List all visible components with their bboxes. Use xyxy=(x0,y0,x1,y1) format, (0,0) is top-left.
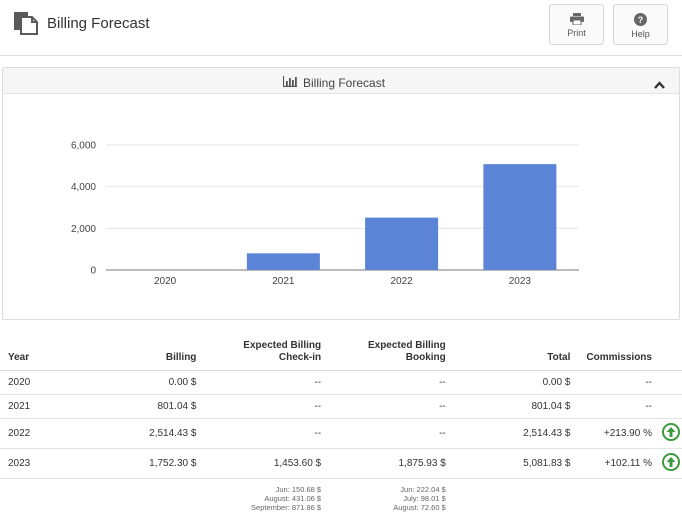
cell-commissions: +213.90 % xyxy=(578,418,660,449)
help-circle-icon: ? xyxy=(614,13,667,28)
cell-commissions: +102.11 % xyxy=(578,448,660,479)
bar-2022[interactable] xyxy=(365,217,439,270)
cell-year: 2020 xyxy=(0,370,70,395)
monthly-detail-row: Jun: 150.68 $ August: 431.06 $ September… xyxy=(0,478,682,512)
cell-year: 2022 xyxy=(0,418,70,449)
cell-billing: 2,514.43 $ xyxy=(69,418,205,449)
svg-text:?: ? xyxy=(638,15,644,25)
collapse-chevron-up-icon[interactable] xyxy=(654,76,665,94)
x-tick-label: 2023 xyxy=(509,276,532,287)
detail-line: July: 98.01 $ xyxy=(403,493,446,503)
documents-icon xyxy=(13,11,41,35)
detail-line: Jun: 150.68 $ xyxy=(275,484,322,494)
cell-booking: -- xyxy=(329,394,454,419)
cell-booking: -- xyxy=(329,370,454,395)
detail-line: September: 871.86 $ xyxy=(251,502,322,512)
table-row: 2021 801.04 $ -- -- 801.04 $ -- xyxy=(0,394,682,419)
panel-title-group: Billing Forecast xyxy=(282,74,386,92)
cell-checkin: -- xyxy=(204,394,330,419)
page-title-group: Billing Forecast xyxy=(13,11,150,35)
col-header-checkin: Expected Billing Check-in xyxy=(204,336,330,371)
arrow-up-circle-icon[interactable] xyxy=(661,452,680,474)
panel-title: Billing Forecast xyxy=(303,76,386,90)
cell-booking: -- xyxy=(329,418,454,449)
cell-billing: 1,752.30 $ xyxy=(69,448,205,479)
y-tick-label: 4,000 xyxy=(71,182,96,193)
print-label: Print xyxy=(567,28,586,38)
print-button[interactable]: Print xyxy=(549,4,604,45)
table-header-row: Year Billing Expected Billing Check-in E… xyxy=(0,336,682,371)
booking-monthly-detail: Jun: 222.04 $ July: 98.01 $ August: 72.6… xyxy=(329,478,454,512)
panel-heading: Billing Forecast xyxy=(3,68,679,94)
trend-up-cell xyxy=(659,448,682,479)
cell-checkin: -- xyxy=(204,418,330,449)
trend-up-cell xyxy=(659,418,682,449)
col-header-booking: Expected Billing Booking xyxy=(329,336,454,371)
cell-billing: 801.04 $ xyxy=(69,394,205,419)
x-tick-label: 2021 xyxy=(272,276,295,287)
detail-line: Jun: 222.04 $ xyxy=(400,484,446,494)
cell-year: 2023 xyxy=(0,448,70,479)
cell-billing: 0.00 $ xyxy=(69,370,205,395)
cell-commissions: -- xyxy=(578,370,660,395)
x-tick-label: 2020 xyxy=(154,276,177,287)
billing-bar-chart: 0 2,000 4,000 6,000 2020 2021 2022 2023 xyxy=(71,141,579,287)
detail-line: August: 431.06 $ xyxy=(264,493,322,503)
y-tick-label: 6,000 xyxy=(71,141,96,152)
help-label: Help xyxy=(631,29,650,39)
cell-total: 801.04 $ xyxy=(453,394,579,419)
bar-2023[interactable] xyxy=(483,164,557,270)
billing-forecast-panel: Billing Forecast 0 2,000 4,000 6,000 2020 202… xyxy=(2,67,680,320)
table-row: 2023 1,752.30 $ 1,453.60 $ 1,875.93 $ 5,… xyxy=(0,448,682,479)
cell-year: 2021 xyxy=(0,394,70,419)
table-row: 2022 2,514.43 $ -- -- 2,514.43 $ +213.90… xyxy=(0,418,682,449)
col-header-year: Year xyxy=(0,336,70,371)
bar-chart-icon xyxy=(282,74,297,92)
cell-commissions: -- xyxy=(578,394,660,419)
checkin-monthly-detail: Jun: 150.68 $ August: 431.06 $ September… xyxy=(204,478,329,512)
printer-icon xyxy=(550,13,603,27)
billing-table: Year Billing Expected Billing Check-in E… xyxy=(0,336,682,512)
detail-line: August: 72.60 $ xyxy=(393,502,446,512)
col-header-commissions: Commissions xyxy=(578,336,660,371)
bar-2021[interactable] xyxy=(246,253,320,270)
cell-checkin: -- xyxy=(204,370,330,395)
cell-checkin: 1,453.60 $ xyxy=(204,448,330,479)
y-tick-label: 0 xyxy=(90,266,96,277)
cell-total: 5,081.83 $ xyxy=(453,448,579,479)
table-row: 2020 0.00 $ -- -- 0.00 $ -- xyxy=(0,370,682,395)
cell-total: 0.00 $ xyxy=(453,370,579,395)
help-button[interactable]: ? Help xyxy=(613,4,668,45)
page-header: Billing Forecast Print ? Help xyxy=(0,0,682,56)
cell-booking: 1,875.93 $ xyxy=(329,448,454,479)
y-tick-label: 2,000 xyxy=(71,224,96,235)
cell-total: 2,514.43 $ xyxy=(453,418,579,449)
x-tick-label: 2022 xyxy=(391,276,414,287)
page-title: Billing Forecast xyxy=(47,14,150,32)
col-header-billing: Billing xyxy=(69,336,205,371)
arrow-up-circle-icon[interactable] xyxy=(661,422,680,444)
col-header-total: Total xyxy=(453,336,579,371)
